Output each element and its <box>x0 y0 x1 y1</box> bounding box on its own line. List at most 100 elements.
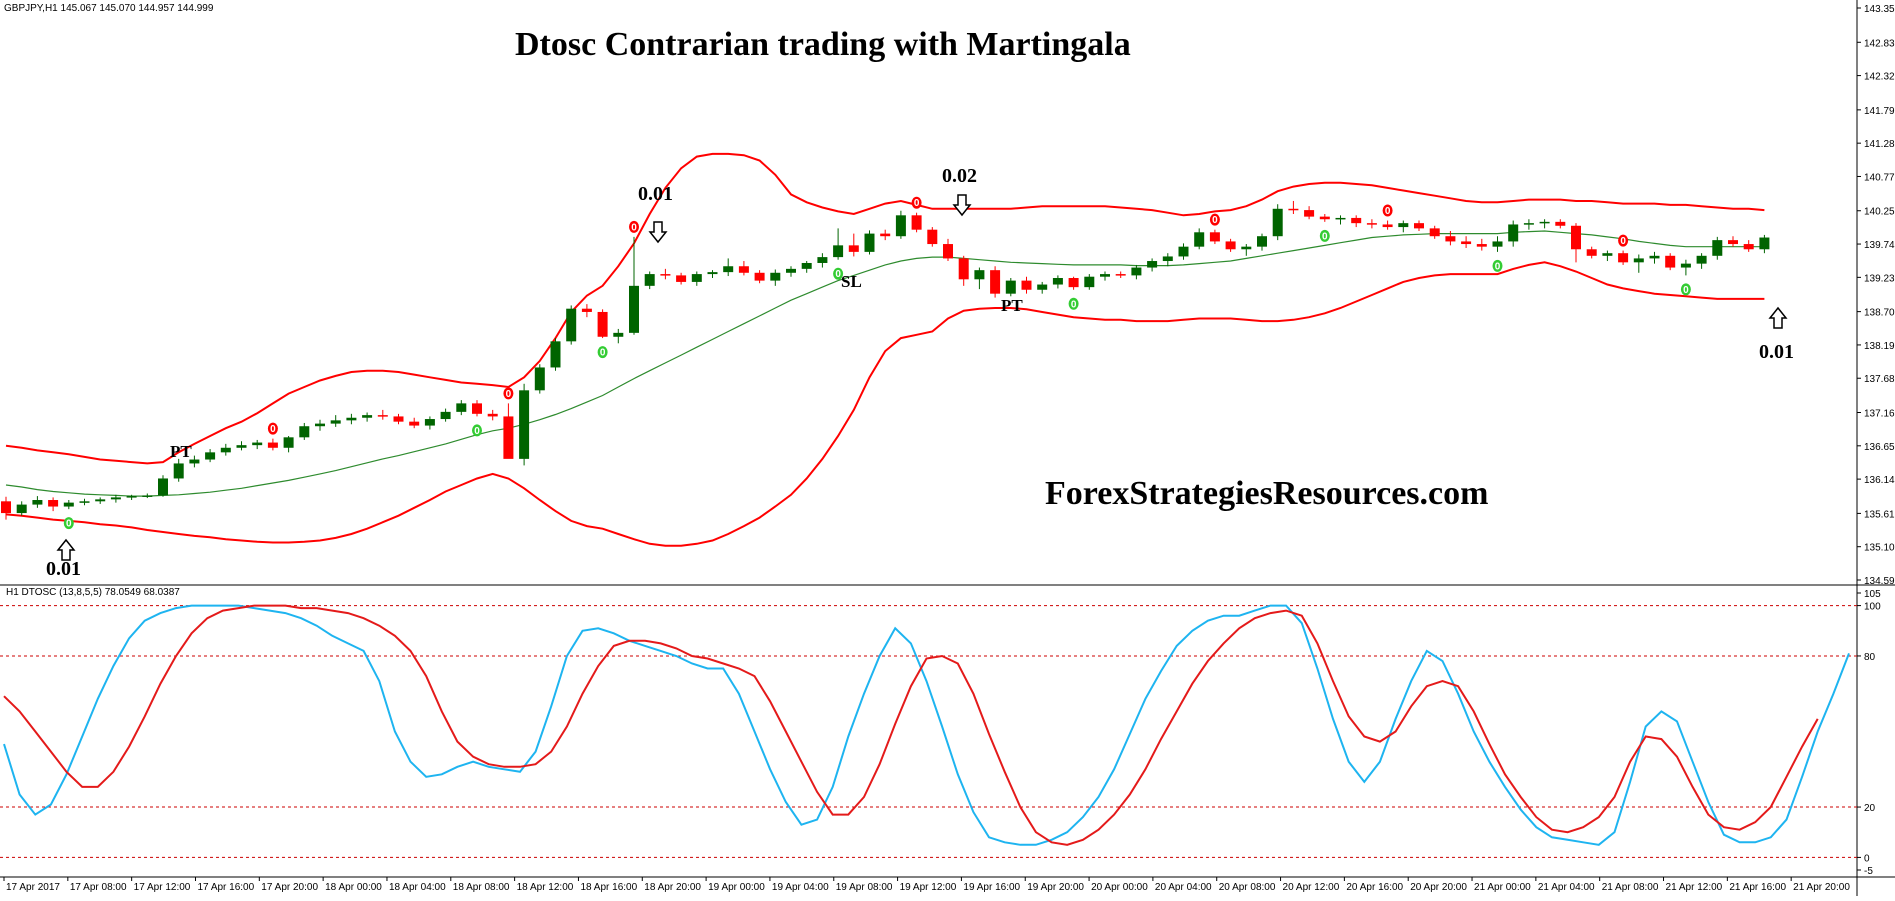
candle-bear <box>1366 223 1377 225</box>
candle-bull <box>126 496 137 498</box>
price-tick-label: 141.285 <box>1864 139 1895 150</box>
candle-bull <box>786 268 796 273</box>
candle-bull <box>220 447 231 453</box>
time-tick-label: 20 Apr 04:00 <box>1155 882 1212 893</box>
symbol-info-label: GBPJPY,H1 145.067 145.070 144.957 144.99… <box>4 3 214 14</box>
candle-bull <box>644 274 655 286</box>
candle-bear <box>1414 223 1424 229</box>
candle-bull <box>1759 237 1770 250</box>
down-arrow-b <box>648 221 668 244</box>
osc-tick-label: 105 <box>1864 589 1881 600</box>
time-tick-label: 18 Apr 12:00 <box>517 882 574 893</box>
candle-bull <box>1272 208 1283 237</box>
dtosc-lines <box>3 604 1850 846</box>
osc-tick-label: 0 <box>1864 853 1870 864</box>
candle-bull <box>1680 263 1691 268</box>
candle-bull <box>534 367 545 391</box>
time-tick-label: 20 Apr 00:00 <box>1091 882 1148 893</box>
buy-signal-marker <box>1492 259 1503 272</box>
candle-bull <box>1633 258 1644 263</box>
candle-bear <box>409 421 420 426</box>
candle-bull <box>32 500 43 505</box>
candle-bear <box>754 272 765 281</box>
candle-bear <box>267 442 278 448</box>
up-arrow-a <box>56 538 76 561</box>
candle-bull <box>1241 246 1252 250</box>
time-tick-label: 19 Apr 08:00 <box>836 882 893 893</box>
candle-bull <box>1178 246 1189 257</box>
buy-signal-marker <box>833 267 844 280</box>
buy-signal-label: 0 <box>66 519 72 530</box>
sell-signal-marker <box>629 220 639 233</box>
time-tick-label: 18 Apr 16:00 <box>580 882 637 893</box>
upper-band-line <box>5 152 1765 465</box>
candle-bull <box>707 272 718 275</box>
candle-bear <box>1 501 11 514</box>
candle-bull <box>817 257 828 263</box>
candle-bull <box>566 308 577 342</box>
time-tick-label: 18 Apr 08:00 <box>453 882 510 893</box>
candle-bull <box>1131 267 1142 276</box>
sell-signal-label: 0 <box>1620 236 1626 247</box>
candle-bull <box>1712 240 1723 256</box>
candle-bear <box>880 233 891 237</box>
signal-markers: 0 0 0 0 0 0 0 0 0 0 0 0 0 0 0 <box>63 196 1691 530</box>
candle-bear <box>472 403 482 414</box>
candle-bull <box>1162 256 1173 262</box>
indicator-info-label: H1 DTOSC (13,8,5,5) 78.0549 68.0387 <box>6 587 180 598</box>
entry-arrows <box>56 194 1788 561</box>
buy-signal-label: 0 <box>474 426 480 437</box>
candle-bull <box>1696 255 1707 264</box>
osc-tick-label: -5 <box>1864 866 1873 877</box>
time-tick-label: 20 Apr 16:00 <box>1346 882 1403 893</box>
lot-label-a: 0.01 <box>46 558 81 580</box>
candle-bull <box>63 502 74 507</box>
candle-bull <box>173 463 184 479</box>
candle-bull <box>299 426 310 438</box>
candle-bull <box>691 274 702 282</box>
candle-bear <box>487 413 498 417</box>
sell-signal-label: 0 <box>1385 206 1391 217</box>
time-tick-label: 17 Apr 20:00 <box>261 882 318 893</box>
candle-bear <box>911 215 922 230</box>
lower-band-line <box>5 261 1765 547</box>
buy-signal-marker <box>1319 229 1330 242</box>
time-tick-label: 18 Apr 20:00 <box>644 882 701 893</box>
candle-bull <box>346 417 357 421</box>
candle-bear <box>660 274 671 276</box>
candle-bull <box>1602 253 1613 256</box>
candle-bull <box>95 499 106 502</box>
time-tick-label: 19 Apr 16:00 <box>963 882 1020 893</box>
candle-bear <box>1461 241 1472 245</box>
candle-bull <box>1523 223 1534 225</box>
candle-bear <box>393 416 404 422</box>
time-tick-label: 17 Apr 12:00 <box>134 882 191 893</box>
candle-bear <box>1209 232 1220 242</box>
profit-target-label-a: PT <box>170 442 192 461</box>
candle-bull <box>1052 278 1063 285</box>
sell-signal-label: 0 <box>1212 215 1218 226</box>
candle-bull <box>723 266 734 273</box>
time-tick-label: 18 Apr 04:00 <box>389 882 446 893</box>
candle-bear <box>1728 240 1738 245</box>
candle-bull <box>1147 261 1158 268</box>
price-tick-label: 138.195 <box>1864 341 1895 352</box>
buy-signal-label: 0 <box>1322 231 1328 242</box>
lot-label-d: 0.01 <box>1759 341 1794 363</box>
candle-bull <box>1084 276 1095 288</box>
time-tick-label: 19 Apr 20:00 <box>1027 882 1084 893</box>
lot-label-b: 0.01 <box>638 183 673 205</box>
candle-bear <box>597 311 608 337</box>
time-tick-label: 17 Apr 16:00 <box>197 882 254 893</box>
osc-tick-label: 20 <box>1864 803 1876 814</box>
candle-bull <box>1257 236 1267 247</box>
candle-bull <box>895 215 906 237</box>
time-tick-label: 21 Apr 20:00 <box>1793 882 1850 893</box>
candlestick-series <box>1 200 1770 520</box>
candle-bear <box>1618 253 1629 263</box>
candle-bear <box>1225 241 1236 250</box>
candle-bull <box>1649 255 1660 259</box>
